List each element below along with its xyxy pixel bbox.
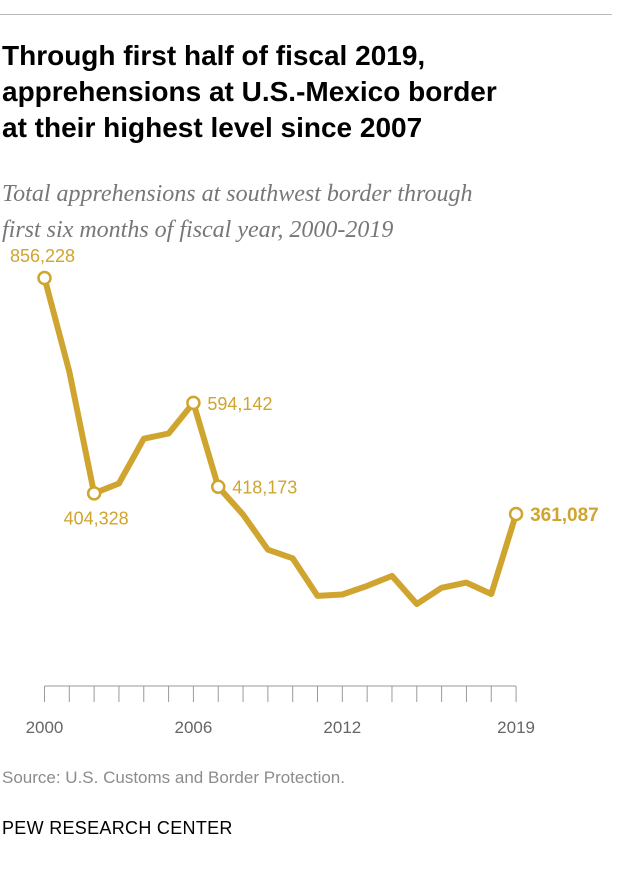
markers-layer: [37, 270, 524, 522]
data-labels-layer: 856,228 404,328 594,142 418,173 361,087: [10, 246, 599, 528]
data-point-marker: [210, 479, 226, 494]
data-label: 361,087: [530, 505, 599, 526]
data-label: 594,142: [207, 394, 272, 414]
data-label: 856,228: [10, 246, 75, 266]
credit-label: PEW RESEARCH CENTER: [2, 818, 233, 838]
data-point-marker: [37, 270, 52, 286]
series-layer: [41, 275, 520, 607]
data-label: 418,173: [232, 478, 297, 498]
subtitle-line-1: Total apprehensions at southwest border …: [2, 181, 473, 207]
x-tick-label: 2012: [323, 718, 361, 737]
source-note: Source: U.S. Customs and Border Protecti…: [2, 768, 345, 787]
data-point-marker: [86, 486, 102, 501]
data-label: 404,328: [64, 508, 129, 528]
title-line-2: apprehensions at U.S.-Mexico border: [2, 76, 497, 107]
x-tick-label: 2019: [497, 718, 535, 737]
x-tick-label: 2006: [174, 718, 212, 737]
title-line-1: Through first half of fiscal 2019,: [2, 40, 426, 71]
data-point-marker: [186, 395, 201, 411]
x-tick-label: 2000: [26, 718, 64, 737]
chart-title: Through first half of fiscal 2019, appre…: [2, 38, 612, 146]
subtitle-line-2: first six months of fiscal year, 2000-20…: [2, 217, 394, 243]
title-line-3: at their highest level since 2007: [2, 112, 423, 143]
line-chart: 2000 2006 2012 2019 856,228 404,328 594,142 41…: [10, 246, 599, 737]
data-point-marker: [508, 506, 524, 522]
x-axis: 2000 2006 2012 2019: [26, 685, 535, 737]
chart-subtitle: Total apprehensions at southwest border …: [2, 176, 614, 248]
series-line: [41, 275, 520, 607]
top-rule: [0, 14, 612, 15]
